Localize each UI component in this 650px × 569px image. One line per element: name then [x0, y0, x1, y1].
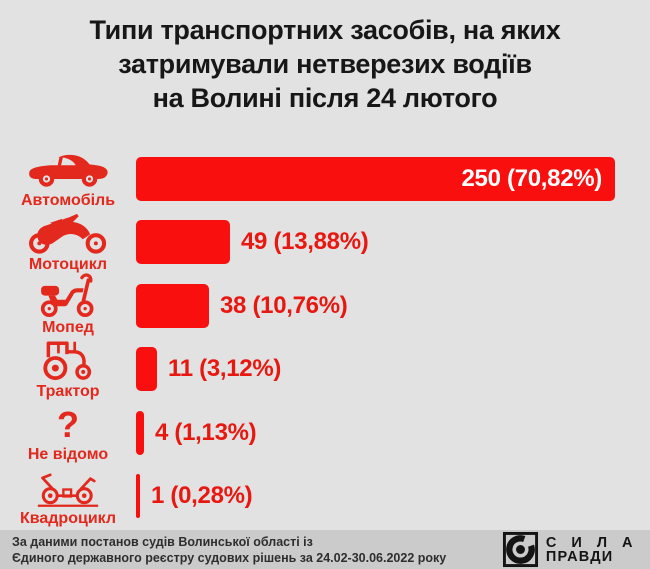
source-line: Єдиного державного реєстру судових рішен…: [12, 550, 447, 565]
chart-row-car: Автомобіль 250 (70,82%): [0, 147, 650, 211]
logo-line: С И Л А: [545, 534, 638, 551]
category-label: Мотоцикл: [28, 255, 108, 273]
bar-moped: [136, 283, 209, 328]
quad-bike-icon: [37, 473, 99, 507]
chart-row-tractor: Трактор 11 (3,12%): [0, 338, 650, 402]
category-label: Квадроцикл: [19, 509, 117, 527]
moped-icon: [40, 273, 94, 318]
title-line: Типи транспортних засобів, на яких: [89, 15, 561, 45]
footer: За даними постанов судів Волинської обла…: [0, 530, 650, 569]
chart-row-unknown: ? Не відомо 4 (1,13%): [0, 401, 650, 465]
chart-row-moped: Мопед 38 (10,76%): [0, 273, 650, 338]
category-motorcycle: Мотоцикл: [0, 211, 136, 274]
syla-pravdy-logo: С И Л А ПРАВДИ: [502, 531, 638, 568]
category-label: Мопед: [42, 319, 94, 337]
chart-title: Типи транспортних засобів, на яких затри…: [0, 0, 650, 115]
bar-car: 250 (70,82%): [136, 156, 615, 201]
category-unknown: ? Не відомо: [0, 401, 136, 464]
data-source-note: За даними постанов судів Волинської обла…: [12, 534, 446, 566]
lens-icon: [502, 531, 538, 568]
category-moped: Мопед: [0, 273, 136, 337]
bar-chart: Автомобіль 250 (70,82%): [0, 147, 650, 528]
category-tractor: Трактор: [0, 338, 136, 401]
bar-quad: [136, 474, 140, 519]
question-mark-icon: ?: [57, 404, 79, 446]
logo-text: С И Л А ПРАВДИ: [545, 534, 638, 565]
value-label: 4 (1,13%): [155, 418, 257, 446]
bar-unknown: [136, 410, 144, 455]
category-label: Не відомо: [27, 446, 109, 464]
category-label: Трактор: [36, 382, 100, 400]
chart-row-quad: Квадроцикл 1 (0,28%): [0, 465, 650, 529]
category-quad: Квадроцикл: [0, 465, 136, 528]
bar-motorcycle: [136, 220, 230, 265]
car-icon: [29, 155, 108, 187]
value-label: 38 (10,76%): [220, 291, 348, 319]
logo-line: ПРАВДИ: [545, 548, 614, 565]
title-line: затримували нетверезих водіїв: [118, 49, 532, 79]
value-label: 1 (0,28%): [151, 482, 253, 510]
motorcycle-icon: [29, 213, 107, 254]
source-line: За даними постанов судів Волинської обла…: [12, 534, 313, 549]
value-label: 49 (13,88%): [241, 228, 369, 256]
category-car: Автомобіль: [0, 147, 136, 210]
category-label: Автомобіль: [20, 192, 116, 210]
value-label: 11 (3,12%): [168, 355, 282, 383]
tractor-icon: [42, 341, 91, 380]
bar-tractor: [136, 347, 157, 392]
title-line: на Волині після 24 лютого: [152, 83, 498, 113]
chart-row-motorcycle: Мотоцикл 49 (13,88%): [0, 211, 650, 275]
value-label: 250 (70,82%): [461, 164, 603, 192]
